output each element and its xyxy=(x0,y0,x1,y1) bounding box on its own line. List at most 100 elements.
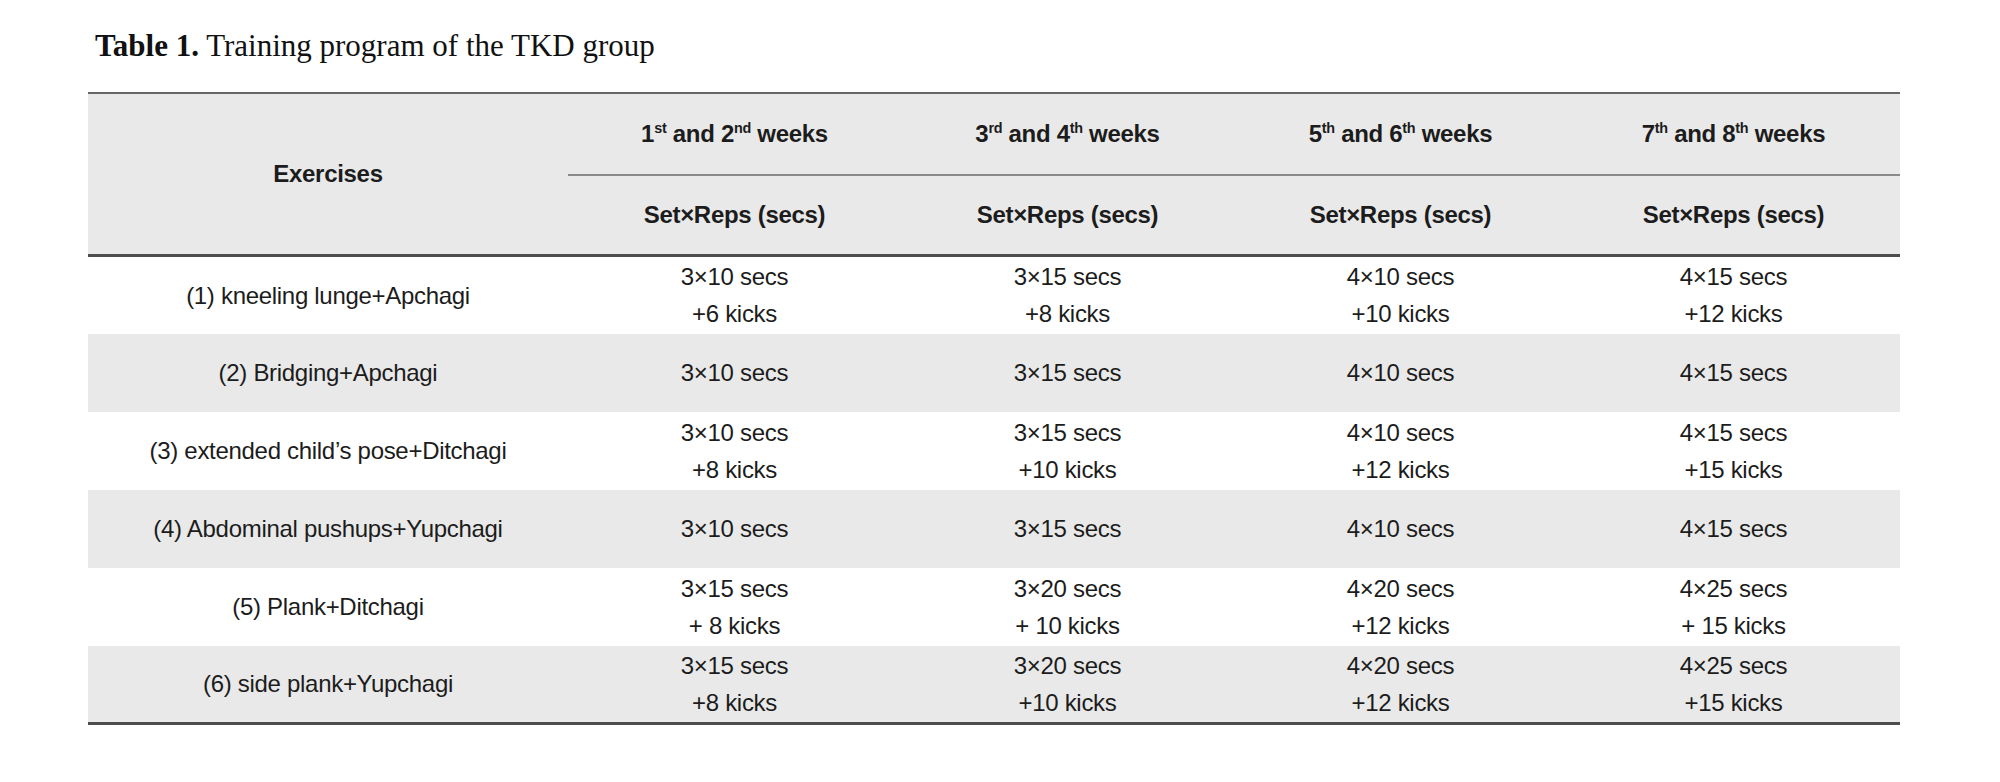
week-tail: weeks xyxy=(1748,120,1825,147)
week-header-cell-4: 7th and 8th weeks xyxy=(1567,93,1900,175)
ordinal-sup: nd xyxy=(734,120,751,136)
table-row-1: (1) kneeling lunge+Apchagi 3×10 secs+6 k… xyxy=(88,256,1900,334)
setreps-header-cell-2: Set×Reps (secs) xyxy=(901,175,1234,256)
value-line: 3×20 secs xyxy=(901,647,1234,684)
week-num: 3 xyxy=(975,120,988,147)
table-row-6: (6) side plank+Yupchagi 3×15 secs+8 kick… xyxy=(88,646,1900,724)
week-tail: weeks xyxy=(1083,120,1160,147)
week-header-cell-1: 1st and 2nd weeks xyxy=(568,93,901,175)
week-tail: weeks xyxy=(1415,120,1492,147)
ordinal-sup: st xyxy=(654,120,666,136)
value-cell: 4×10 secs+12 kicks xyxy=(1234,412,1567,490)
page: Table 1. Training program of the TKD gro… xyxy=(0,0,2000,782)
value-cell: 4×25 secs+15 kicks xyxy=(1567,646,1900,724)
value-cell: 4×15 secs xyxy=(1567,334,1900,412)
setreps-header-cell-4: Set×Reps (secs) xyxy=(1567,175,1900,256)
value-cell: 3×10 secs+8 kicks xyxy=(568,412,901,490)
value-line: 4×15 secs xyxy=(1567,510,1900,547)
value-cell: 3×20 secs+ 10 kicks xyxy=(901,568,1234,646)
table-caption: Table 1. Training program of the TKD gro… xyxy=(95,28,655,64)
value-cell: 3×15 secs xyxy=(901,490,1234,568)
value-line: +12 kicks xyxy=(1234,684,1567,721)
value-cell: 4×20 secs+12 kicks xyxy=(1234,646,1567,724)
exercise-cell: (1) kneeling lunge+Apchagi xyxy=(88,256,568,334)
table-row-2: (2) Bridging+Apchagi 3×10 secs 3×15 secs… xyxy=(88,334,1900,412)
value-line: 3×15 secs xyxy=(901,510,1234,547)
value-cell: 3×20 secs+10 kicks xyxy=(901,646,1234,724)
value-line: 4×15 secs xyxy=(1567,414,1900,451)
exercise-label: (4) Abdominal pushups+Yupchagi xyxy=(88,510,568,547)
value-cell: 3×10 secs+6 kicks xyxy=(568,256,901,334)
value-cell: 4×10 secs xyxy=(1234,490,1567,568)
value-cell: 3×15 secs+ 8 kicks xyxy=(568,568,901,646)
value-cell: 4×15 secs+12 kicks xyxy=(1567,256,1900,334)
table-caption-text: Training program of the TKD group xyxy=(199,28,655,63)
value-line: 3×15 secs xyxy=(901,414,1234,451)
exercise-cell: (5) Plank+Ditchagi xyxy=(88,568,568,646)
value-cell: 4×10 secs+10 kicks xyxy=(1234,256,1567,334)
week-tail: weeks xyxy=(751,120,828,147)
value-line: +15 kicks xyxy=(1567,684,1900,721)
exercise-label: (2) Bridging+Apchagi xyxy=(88,354,568,391)
value-cell: 4×25 secs+ 15 kicks xyxy=(1567,568,1900,646)
value-line: 4×15 secs xyxy=(1567,258,1900,295)
value-line: 3×20 secs xyxy=(901,570,1234,607)
setreps-header-cell-3: Set×Reps (secs) xyxy=(1234,175,1567,256)
value-line: + 8 kicks xyxy=(568,607,901,644)
value-line: 3×10 secs xyxy=(568,510,901,547)
value-line: 4×20 secs xyxy=(1234,570,1567,607)
value-cell: 3×15 secs+8 kicks xyxy=(568,646,901,724)
value-cell: 4×15 secs xyxy=(1567,490,1900,568)
value-line: + 10 kicks xyxy=(901,607,1234,644)
value-line: +10 kicks xyxy=(901,684,1234,721)
week-mid: and xyxy=(1002,120,1057,147)
value-line: +6 kicks xyxy=(568,295,901,332)
ordinal-sup: rd xyxy=(988,120,1002,136)
value-line: 3×15 secs xyxy=(568,647,901,684)
week-mid: and xyxy=(1335,120,1390,147)
value-line: +12 kicks xyxy=(1234,451,1567,488)
exercise-label: (6) side plank+Yupchagi xyxy=(88,665,568,702)
value-cell: 3×15 secs xyxy=(901,334,1234,412)
value-line: +15 kicks xyxy=(1567,451,1900,488)
value-line: 4×25 secs xyxy=(1567,647,1900,684)
exercise-label: (1) kneeling lunge+Apchagi xyxy=(88,277,568,314)
value-cell: 3×10 secs xyxy=(568,334,901,412)
value-line: 4×25 secs xyxy=(1567,570,1900,607)
exercise-label: (5) Plank+Ditchagi xyxy=(88,588,568,625)
value-line: 3×10 secs xyxy=(568,354,901,391)
exercises-header-cell: Exercises xyxy=(88,93,568,256)
value-line: +12 kicks xyxy=(1234,607,1567,644)
ordinal-sup: th xyxy=(1402,120,1415,136)
week-num: 7 xyxy=(1642,120,1655,147)
value-line: 3×15 secs xyxy=(901,354,1234,391)
value-cell: 3×15 secs+10 kicks xyxy=(901,412,1234,490)
ordinal-sup: th xyxy=(1070,120,1083,136)
value-line: 4×10 secs xyxy=(1234,510,1567,547)
value-line: +8 kicks xyxy=(568,451,901,488)
value-line: +12 kicks xyxy=(1567,295,1900,332)
week-num: 6 xyxy=(1389,120,1402,147)
week-num: 5 xyxy=(1309,120,1322,147)
week-header-cell-2: 3rd and 4th weeks xyxy=(901,93,1234,175)
value-line: 4×10 secs xyxy=(1234,258,1567,295)
week-header-cell-3: 5th and 6th weeks xyxy=(1234,93,1567,175)
value-line: 3×15 secs xyxy=(901,258,1234,295)
week-mid: and xyxy=(666,120,721,147)
value-line: 3×15 secs xyxy=(568,570,901,607)
ordinal-sup: th xyxy=(1735,120,1748,136)
table-caption-label: Table 1. xyxy=(95,28,199,63)
table-row-3: (3) extended child’s pose+Ditchagi 3×10 … xyxy=(88,412,1900,490)
value-cell: 4×10 secs xyxy=(1234,334,1567,412)
value-line: +8 kicks xyxy=(901,295,1234,332)
exercise-cell: (2) Bridging+Apchagi xyxy=(88,334,568,412)
week-num: 2 xyxy=(721,120,734,147)
week-num: 8 xyxy=(1722,120,1735,147)
value-line: +8 kicks xyxy=(568,684,901,721)
value-line: 4×20 secs xyxy=(1234,647,1567,684)
value-cell: 3×10 secs xyxy=(568,490,901,568)
value-cell: 3×15 secs+8 kicks xyxy=(901,256,1234,334)
value-line: + 15 kicks xyxy=(1567,607,1900,644)
week-num: 1 xyxy=(641,120,654,147)
exercise-cell: (6) side plank+Yupchagi xyxy=(88,646,568,724)
